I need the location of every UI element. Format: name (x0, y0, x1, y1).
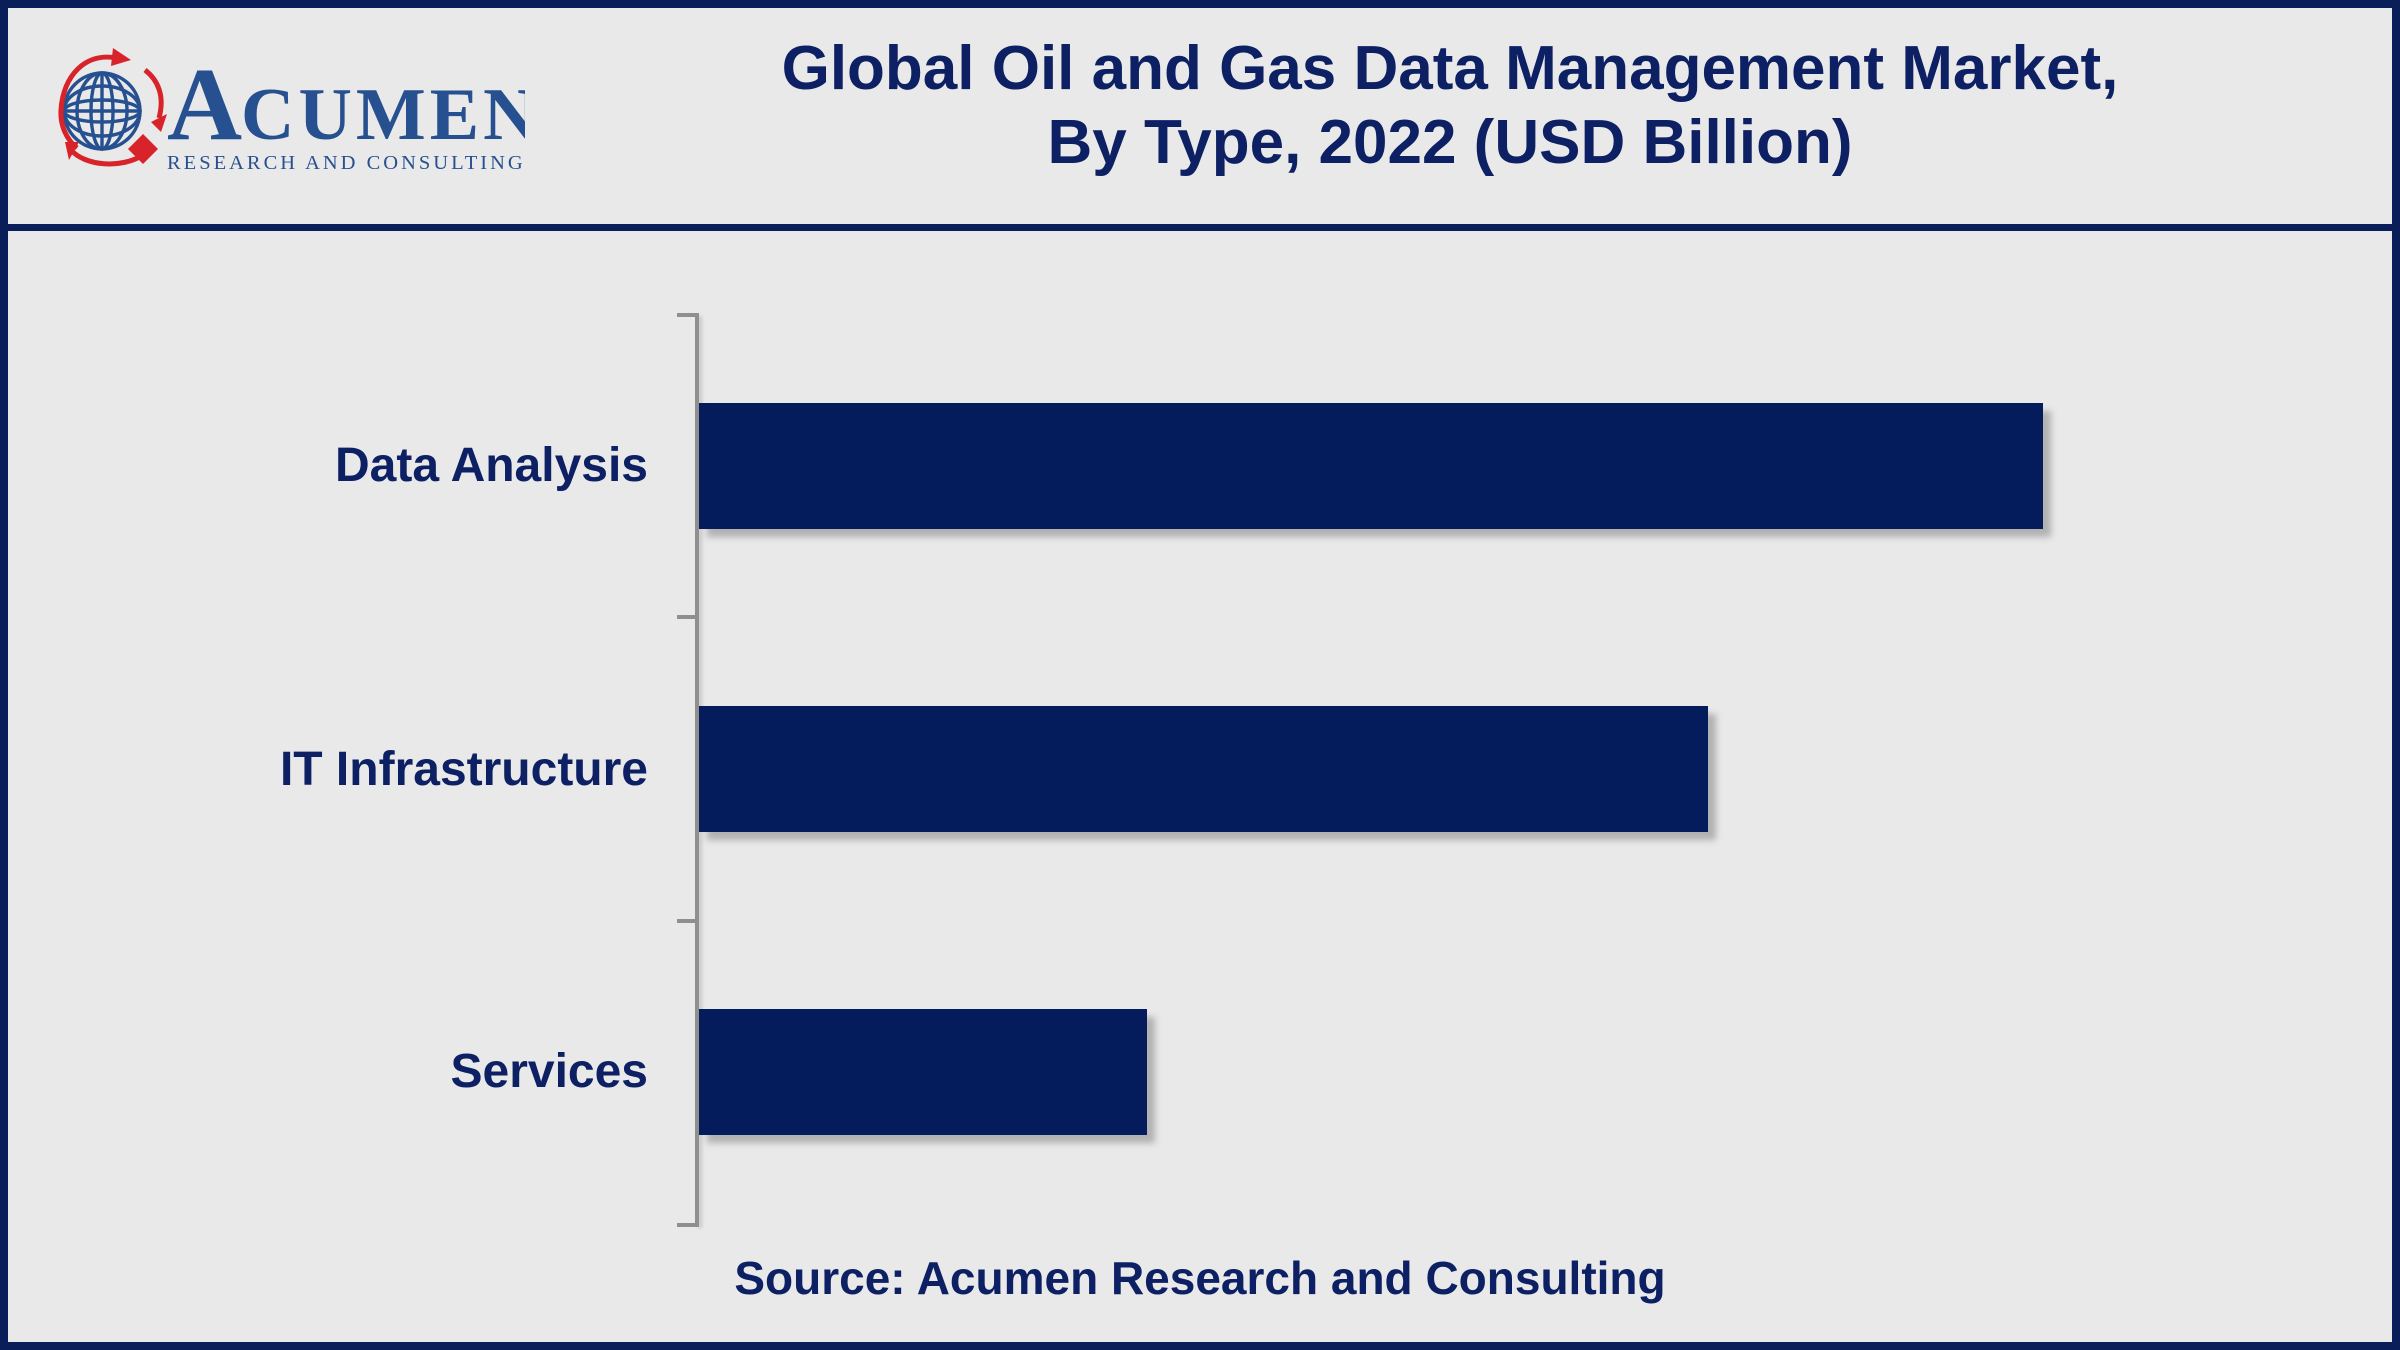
header-divider (8, 224, 2392, 231)
orbit-arrowheads (65, 48, 167, 160)
globe-icon (62, 71, 142, 151)
category-label-data-analysis: Data Analysis (334, 439, 648, 492)
axis-tick (677, 313, 699, 317)
bar-data-analysis (699, 403, 2043, 529)
logo-brand-rest: CUMEN (241, 74, 525, 156)
acumen-logo: A CUMEN RESEARCH AND CONSULTING (58, 47, 525, 174)
orbit-arrows-icon (58, 54, 164, 167)
chart-title: Global Oil and Gas Data Management Marke… (528, 32, 2372, 180)
diamond-icon (128, 134, 158, 164)
chart-title-line1: Global Oil and Gas Data Management Marke… (781, 34, 2119, 103)
category-label-it-infrastructure: IT Infrastructure (279, 743, 648, 796)
source-note: Source: Acumen Research and Consulting (734, 1252, 1666, 1304)
axis-tick (677, 1223, 699, 1227)
category-axis-line (695, 313, 699, 1225)
logo-brand-initial: A (167, 47, 242, 162)
axis-tick (677, 615, 699, 619)
chart-title-line2: By Type, 2022 (USD Billion) (1047, 108, 1853, 177)
category-label-services: Services (450, 1045, 648, 1098)
bar-it-infrastructure (699, 706, 1708, 832)
axis-tick (677, 919, 699, 923)
bar-services (699, 1009, 1147, 1135)
logo-tagline: RESEARCH AND CONSULTING (167, 152, 525, 174)
